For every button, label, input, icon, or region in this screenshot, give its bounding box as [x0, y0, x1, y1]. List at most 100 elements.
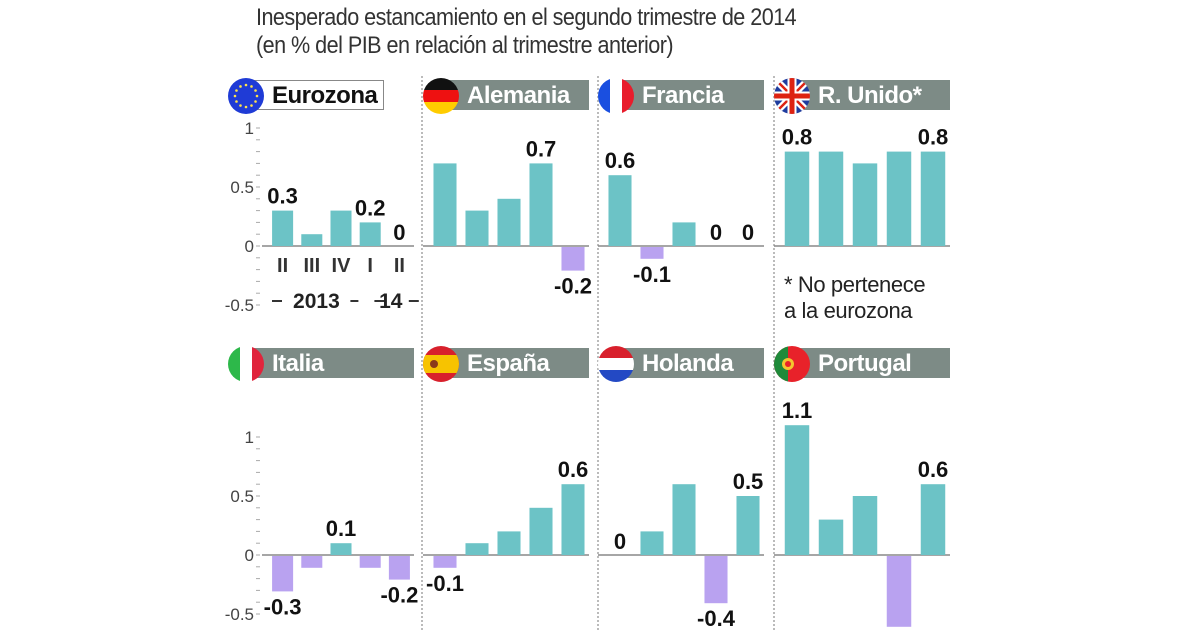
data-label: 0.8	[918, 125, 949, 150]
bar-portugal-3	[852, 496, 878, 555]
panel-title: España	[467, 350, 550, 377]
footnote-line-1: * No pertenece	[784, 272, 926, 297]
header-bar	[798, 348, 950, 378]
bar-eurozona-3	[330, 210, 352, 246]
flag-es-icon	[423, 346, 459, 382]
y-tick-label: 0	[245, 237, 254, 256]
panel-divider	[773, 76, 775, 630]
data-label: 0	[614, 529, 626, 554]
bar-portugal-5	[920, 484, 946, 555]
bar-francia-3	[672, 222, 696, 246]
panel-header-alemania: Alemania	[423, 78, 589, 114]
panel-header-holanda: Holanda	[598, 346, 764, 382]
panel-chart-holanda: 0 -0.4 0.5	[598, 469, 764, 630]
data-label: 1.1	[782, 398, 813, 423]
flag-de-icon	[423, 78, 459, 114]
bar-r-unido-1	[784, 151, 810, 246]
data-label: 0.2	[355, 195, 386, 220]
bar-espana-2	[465, 543, 489, 555]
panel-header-portugal: Portugal	[774, 346, 950, 382]
data-label: -0.1	[633, 262, 671, 287]
panel-title: Francia	[642, 82, 724, 109]
bar-holanda-2	[640, 531, 664, 555]
x-tick-label: I	[367, 255, 373, 277]
data-label: 0	[742, 220, 754, 245]
data-label: -0.4	[697, 606, 736, 630]
panel-header-r-unido: R. Unido*	[774, 78, 950, 114]
bar-r-unido-2	[818, 151, 844, 246]
header-bar	[622, 348, 764, 378]
bar-espana-1	[433, 556, 457, 568]
bar-holanda-5	[736, 496, 760, 555]
data-label: -0.1	[426, 571, 464, 596]
panel-header-espana: España	[423, 346, 589, 382]
y-tick-label: 1	[245, 428, 254, 447]
bar-italia-2	[301, 556, 323, 568]
x-tick-label: III	[303, 255, 320, 277]
data-label: 0.3	[267, 184, 298, 209]
bar-eurozona-2	[301, 234, 323, 246]
bar-italia-1	[272, 556, 294, 592]
panel-chart-italia: 1 0.5 0 -0.5 -0.3 0.1 -0.2	[225, 428, 419, 624]
bar-portugal-4	[886, 556, 912, 627]
panel-chart-francia: 0.6 -0.1 0 0	[598, 148, 764, 287]
x-group-label: 2013	[293, 290, 340, 313]
data-label: 0.5	[733, 469, 764, 494]
x-tick-label: II	[277, 255, 288, 277]
title-line-1: Inesperado estancamiento en el segundo t…	[256, 4, 797, 31]
bar-alemania-1	[433, 163, 457, 246]
panel-chart-espana: -0.1 0.6	[423, 457, 589, 596]
bar-alemania-4	[529, 163, 553, 246]
title-line-2: (en % del PIB en relación al trimestre a…	[256, 32, 674, 59]
x-tick-label: IV	[332, 255, 352, 277]
panel-divider	[597, 76, 599, 630]
panel-header-eurozona: Eurozona	[228, 78, 414, 114]
bar-espana-5	[561, 484, 585, 555]
bar-espana-3	[497, 531, 521, 555]
bar-eurozona-4	[359, 222, 381, 246]
header-bar	[622, 80, 764, 110]
x-tick-label: II	[394, 255, 405, 277]
bar-r-unido-4	[886, 151, 912, 246]
bar-italia-3	[330, 543, 352, 555]
data-label: 0.7	[526, 136, 557, 161]
flag-pt-icon	[774, 346, 810, 382]
bar-italia-4	[359, 556, 381, 568]
y-tick-label: -0.5	[225, 605, 254, 624]
chart-title: Inesperado estancamiento en el segundo t…	[256, 4, 797, 60]
header-bar	[447, 348, 589, 378]
y-tick-label: 0	[245, 546, 254, 565]
flag-fr-icon	[598, 78, 634, 114]
y-tick-label: 0.5	[230, 487, 254, 506]
data-label: -0.3	[264, 594, 302, 619]
panel-chart-portugal: 1.1 0.6	[774, 398, 950, 627]
bar-francia-1	[608, 175, 632, 246]
header-bar	[252, 348, 414, 378]
header-bar	[447, 80, 589, 110]
panel-divider	[421, 76, 423, 630]
bar-r-unido-5	[920, 151, 946, 246]
panel-title: Portugal	[818, 350, 912, 377]
flag-it-icon	[228, 346, 264, 382]
header-bar	[798, 80, 950, 110]
data-label: -0.2	[380, 583, 418, 608]
data-label: -0.2	[554, 274, 592, 299]
bar-r-unido-3	[852, 163, 878, 246]
data-label: 0.1	[326, 516, 357, 541]
y-tick-label: -0.5	[225, 296, 254, 315]
panel-header-francia: Francia	[598, 78, 764, 114]
y-tick-label: 0.5	[230, 178, 254, 197]
data-label: 0	[393, 220, 405, 245]
panel-title: Italia	[272, 350, 324, 377]
bar-francia-2	[640, 247, 664, 259]
flag-uk-icon	[774, 78, 810, 114]
flag-eu-icon	[228, 78, 264, 114]
panel-chart-alemania: 0.7 -0.2	[423, 136, 592, 299]
bar-portugal-1	[784, 425, 810, 555]
footnote-line-2: a la eurozona	[784, 298, 913, 323]
bar-alemania-2	[465, 210, 489, 246]
bar-holanda-3	[672, 484, 696, 555]
data-label: 0.6	[918, 457, 949, 482]
bar-eurozona-1	[272, 210, 294, 246]
